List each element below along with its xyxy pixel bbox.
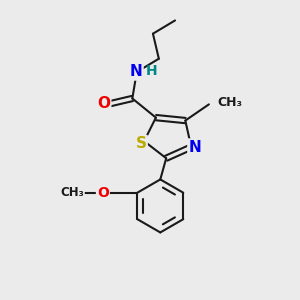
Text: S: S	[136, 136, 147, 151]
Text: N: N	[130, 64, 142, 80]
Text: N: N	[188, 140, 201, 154]
Text: H: H	[146, 64, 157, 78]
Text: CH₃: CH₃	[60, 186, 84, 199]
Text: O: O	[97, 186, 109, 200]
Text: CH₃: CH₃	[218, 96, 243, 110]
Text: O: O	[97, 96, 110, 111]
